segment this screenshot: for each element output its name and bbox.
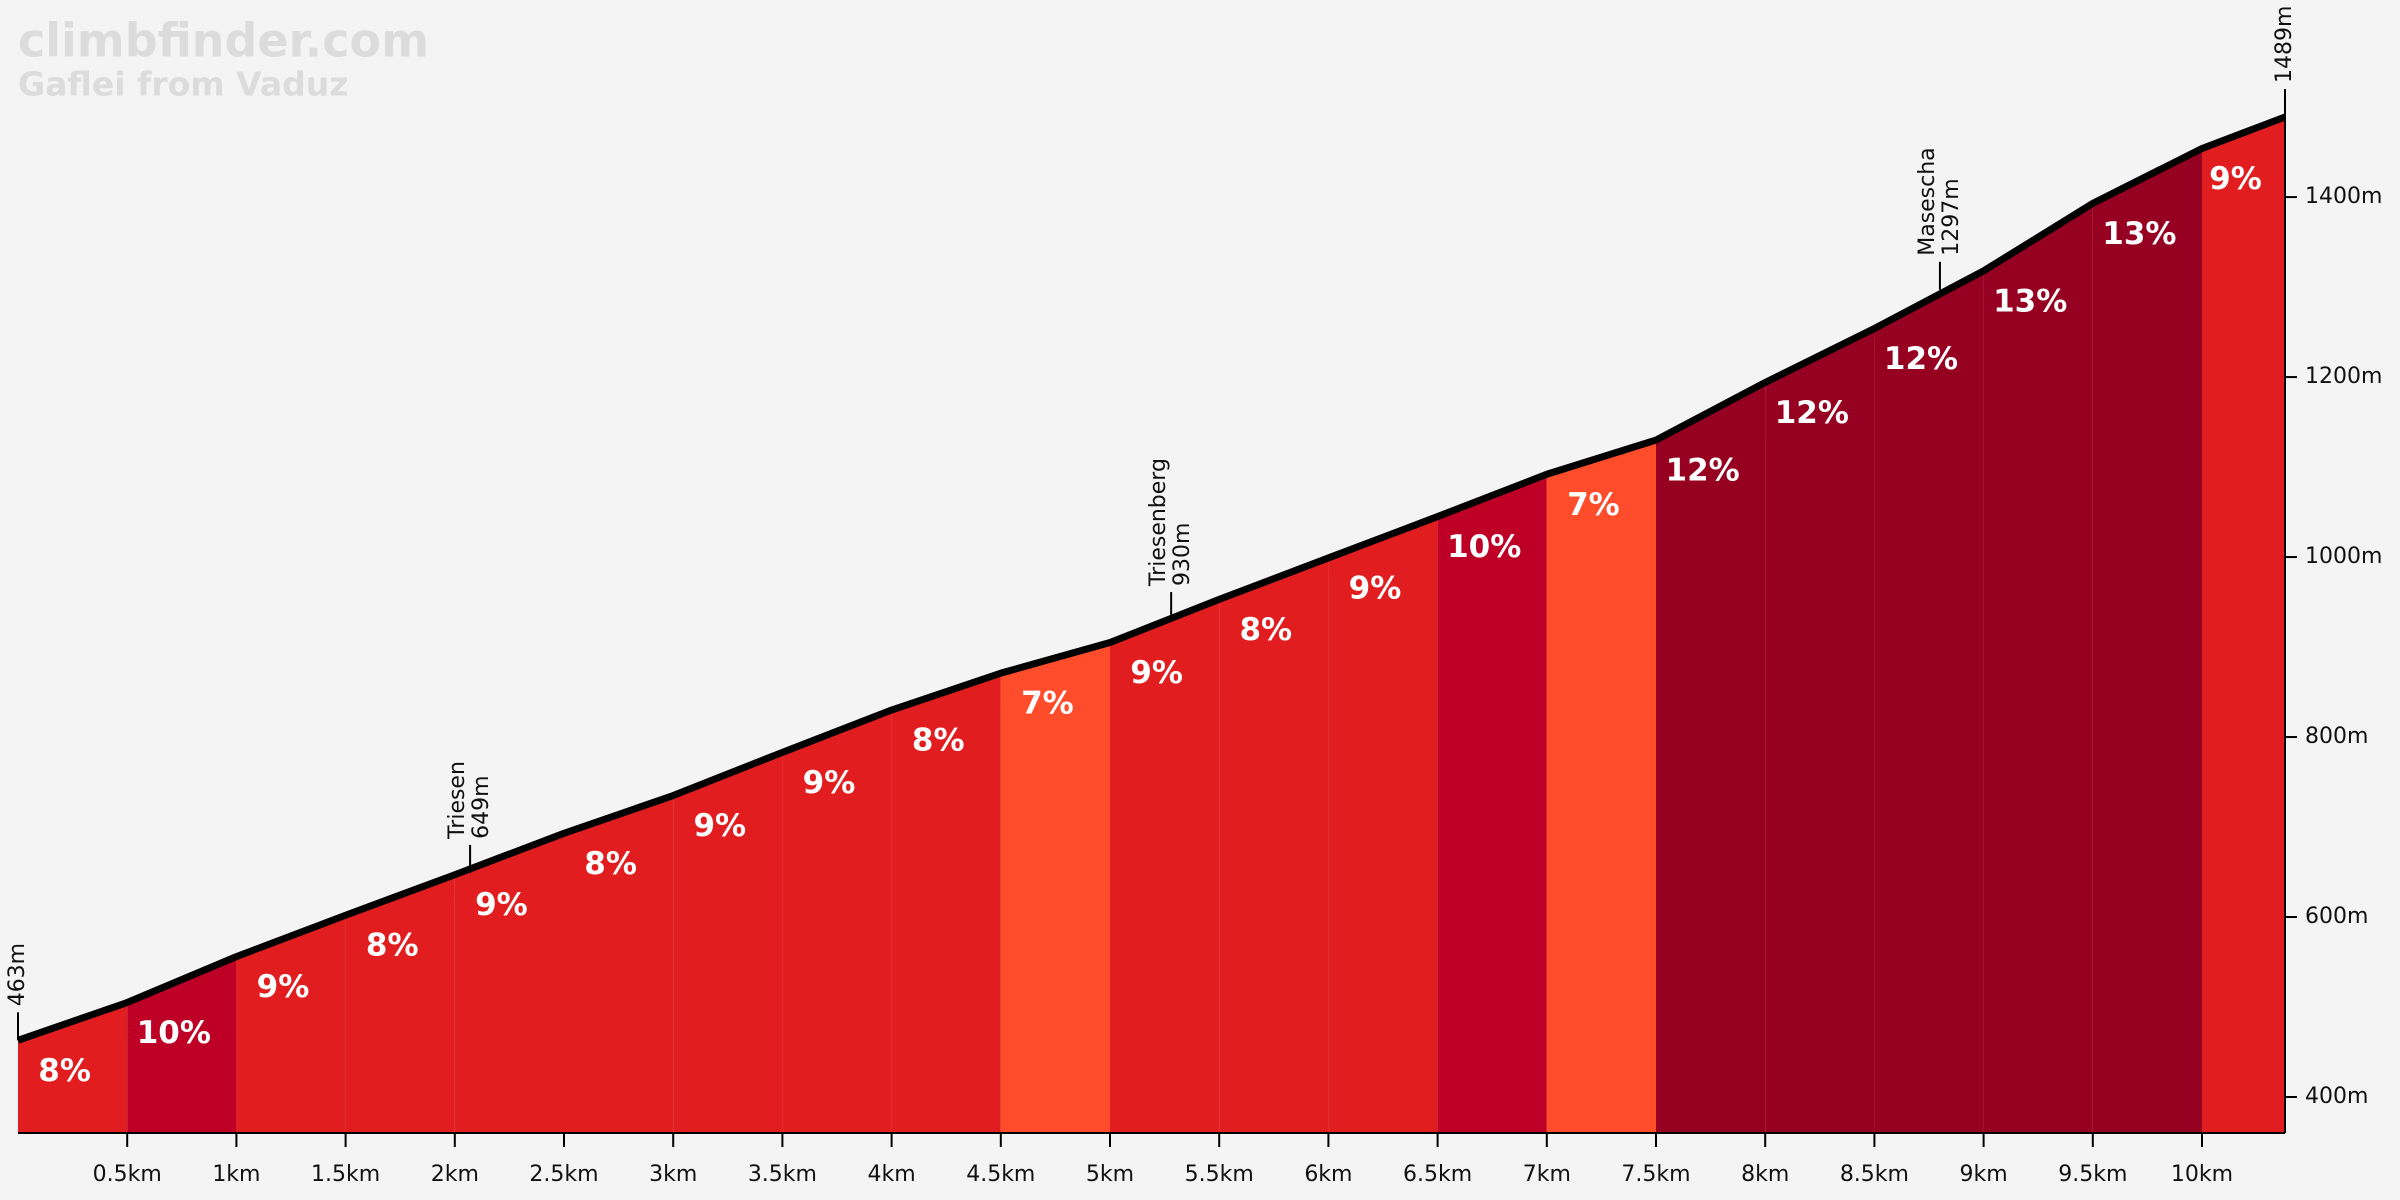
gradient-label: 9% — [1130, 655, 1183, 691]
waypoint-name: Triesenberg — [1146, 458, 1171, 587]
waypoint-elevation: 930m — [1170, 523, 1195, 586]
gradient-segment — [18, 1002, 128, 1133]
gradient-segment — [1765, 328, 1875, 1133]
chart-subtitle: Gaflei from Vaduz — [18, 65, 349, 104]
gradient-label: 13% — [2102, 216, 2176, 252]
gradient-segment — [782, 710, 892, 1133]
gradient-label: 8% — [584, 846, 637, 882]
x-tick-label: 3km — [649, 1162, 697, 1187]
gradient-label: 9% — [803, 765, 856, 801]
x-tick-label: 7.5km — [1621, 1162, 1690, 1187]
gradient-label: 9% — [475, 887, 528, 923]
gradient-label: 10% — [1447, 529, 1521, 565]
gradient-segment — [454, 833, 565, 1133]
x-tick-label: 5.5km — [1185, 1162, 1254, 1187]
gradient-label: 12% — [1775, 395, 1849, 431]
waypoint-name: Triesen — [445, 761, 470, 840]
x-tick-label: 9.5km — [2058, 1162, 2127, 1187]
gradient-segment — [1983, 203, 2093, 1133]
gradient-label: 7% — [1567, 487, 1620, 523]
gradient-label: 8% — [1239, 612, 1292, 648]
x-tick-label: 7km — [1523, 1162, 1571, 1187]
x-tick-label: 9km — [1960, 1162, 2008, 1187]
waypoint-name: Masescha — [1915, 147, 1940, 255]
x-tick-label: 2.5km — [529, 1162, 598, 1187]
gradient-segment — [345, 874, 455, 1133]
x-tick-label: 1km — [212, 1162, 260, 1187]
y-tick-label: 800m — [2305, 724, 2368, 749]
gradient-label: 7% — [1021, 686, 1074, 722]
waypoint-elevation: 649m — [469, 776, 494, 839]
chart-title: climbfinder.com — [18, 14, 429, 68]
x-tick-label: 2km — [431, 1162, 479, 1187]
x-tick-label: 8.5km — [1840, 1162, 1909, 1187]
gradient-segment — [2092, 148, 2203, 1134]
x-tick-label: 1.5km — [311, 1162, 380, 1187]
x-tick-label: 5km — [1086, 1162, 1134, 1187]
gradient-segment — [891, 673, 1001, 1133]
gradient-segment — [127, 956, 237, 1133]
gradient-segment — [673, 752, 783, 1133]
gradient-segment — [1219, 557, 1329, 1133]
gradient-segment — [564, 795, 674, 1133]
x-tick-label: 6km — [1304, 1162, 1352, 1187]
x-tick-label: 0.5km — [93, 1162, 162, 1187]
gradient-label: 8% — [912, 723, 965, 759]
gradient-segment — [1656, 382, 1766, 1133]
gradient-label: 12% — [1666, 453, 1740, 489]
gradient-segment — [236, 915, 346, 1133]
profile-line — [16, 113, 2287, 1044]
y-tick-label: 1000m — [2305, 544, 2382, 569]
gradient-segment — [2202, 116, 2285, 1133]
gradient-label: 12% — [1884, 341, 1958, 377]
elevation-label: 1489m — [2272, 6, 2297, 83]
gradient-label: 9% — [257, 969, 310, 1005]
gradient-segment — [1546, 440, 1657, 1133]
gradient-label: 9% — [1349, 570, 1402, 606]
y-tick-label: 1200m — [2305, 364, 2382, 389]
gradient-label: 9% — [693, 808, 746, 844]
elevation-label: 463m — [5, 943, 30, 1006]
gradient-label: 10% — [137, 1015, 211, 1051]
gradient-segment — [1437, 474, 1547, 1133]
gradient-label: 13% — [1993, 283, 2067, 319]
waypoint-elevation: 1297m — [1939, 178, 1964, 255]
gradient-segment — [1874, 270, 1984, 1133]
x-tick-label: 10km — [2171, 1162, 2233, 1187]
gradient-segment — [1328, 516, 1438, 1133]
gradient-label: 8% — [38, 1053, 91, 1089]
gradient-label: 8% — [366, 928, 419, 964]
gradient-segment — [1110, 599, 1220, 1133]
y-tick-label: 600m — [2305, 904, 2368, 929]
x-tick-label: 4.5km — [966, 1162, 1035, 1187]
y-tick-label: 1400m — [2305, 184, 2382, 209]
gradient-label: 9% — [2209, 161, 2262, 197]
gradient-segment — [1000, 642, 1111, 1133]
x-tick-label: 6.5km — [1403, 1162, 1472, 1187]
x-tick-label: 3.5km — [748, 1162, 817, 1187]
x-tick-label: 4km — [868, 1162, 916, 1187]
x-tick-label: 8km — [1741, 1162, 1789, 1187]
y-tick-label: 400m — [2305, 1084, 2368, 1109]
